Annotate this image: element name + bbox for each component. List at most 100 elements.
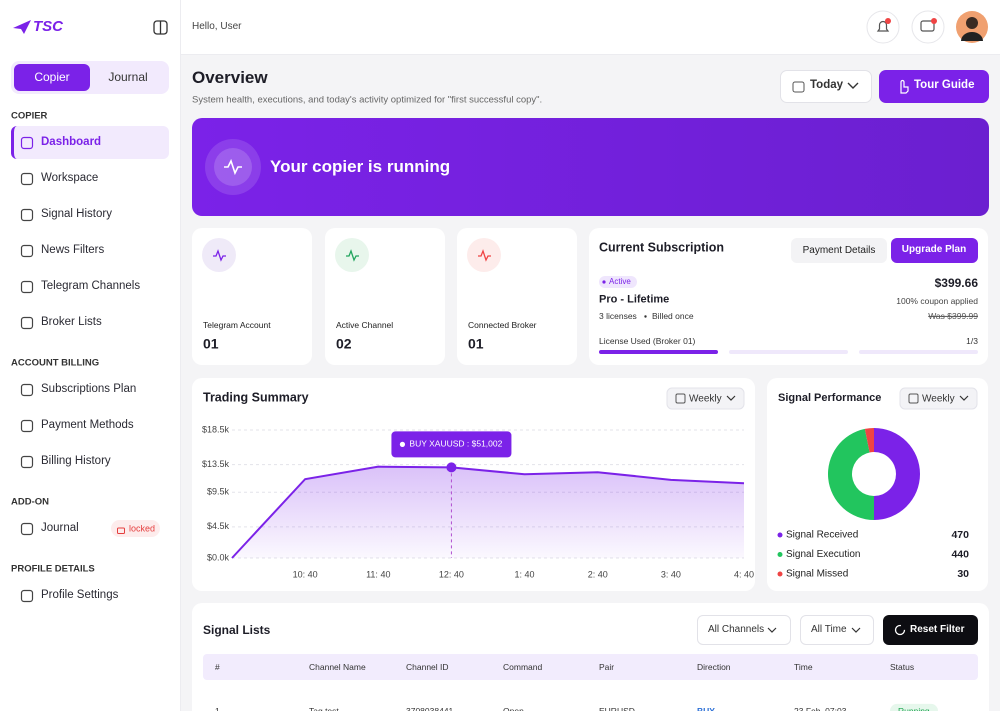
- status-text: Active: [609, 277, 631, 287]
- filter-text[interactable]: All Time: [811, 624, 847, 635]
- license-label: License Used (Broker 01): [599, 335, 696, 346]
- tab-active[interactable]: [14, 64, 90, 91]
- nav-icon-shape: [20, 419, 34, 433]
- nav-item[interactable]: Telegram Channels: [41, 280, 141, 293]
- line: [231, 465, 745, 559]
- tooltip-text: BUY XAUUSD : $51,002: [409, 439, 502, 449]
- y-tick-label: $13.5k: [202, 459, 230, 469]
- nav-icon: [20, 455, 34, 469]
- y-tick-label: $4.5k: [207, 521, 230, 531]
- legend-label: Signal Execution: [786, 549, 861, 560]
- license-bars: [599, 350, 978, 354]
- nav-icon-shape: [20, 172, 34, 186]
- hand-icon: [900, 79, 909, 94]
- channel-filter[interactable]: [697, 615, 791, 645]
- nav-item[interactable]: Subscriptions Plan: [41, 383, 137, 396]
- section-title: ADD-ON: [11, 496, 49, 508]
- refresh-shape: [894, 624, 906, 636]
- y-tick-label: $9.5k: [207, 487, 230, 497]
- tab[interactable]: Copier: [34, 69, 70, 84]
- filter-button[interactable]: [666, 387, 745, 410]
- table-cell: Open: [503, 705, 524, 711]
- stat-icon-glyph: [346, 249, 359, 262]
- logo-icon: [13, 20, 31, 34]
- nav-item[interactable]: Broker Lists: [41, 316, 102, 329]
- table-cell: EURUSD: [599, 705, 635, 711]
- date-filter-text[interactable]: Today: [810, 79, 844, 92]
- nav-item[interactable]: News Filters: [41, 244, 105, 257]
- filter-button[interactable]: [899, 387, 978, 410]
- billing: Billed once: [652, 310, 694, 321]
- legend-label: Signal Received: [786, 530, 858, 541]
- lock-body: [117, 527, 125, 534]
- button-text[interactable]: Upgrade Plan: [901, 244, 967, 255]
- date-filter[interactable]: [780, 70, 872, 103]
- column-header: Status: [890, 661, 915, 672]
- price: $399.66: [934, 275, 978, 290]
- nav-item[interactable]: Billing History: [41, 455, 111, 468]
- x-tick-label: 10: 40: [293, 569, 318, 579]
- calendar-shape: [792, 81, 805, 93]
- reset-text[interactable]: Reset Filter: [910, 624, 965, 635]
- pie-slice: [864, 428, 874, 453]
- area: [232, 466, 744, 558]
- tab[interactable]: Journal: [108, 69, 148, 84]
- nav-item[interactable]: Journal: [41, 522, 79, 535]
- column-header: Channel ID: [406, 661, 449, 672]
- nav-item[interactable]: Dashboard: [41, 136, 102, 149]
- stat-value: 02: [336, 335, 352, 352]
- stat-icon-glyph: [213, 249, 226, 262]
- subscription-title: Current Subscription: [599, 240, 725, 255]
- plan-name: Pro - Lifetime: [599, 293, 670, 306]
- hand-shape: [900, 79, 909, 94]
- trading-chart: Trading Summary Weekly $0.0k $4.5k $9.5k $13.…: [202, 387, 754, 579]
- chevron: [767, 627, 777, 633]
- column-header: Time: [794, 661, 813, 672]
- nav-item[interactable]: Profile Settings: [41, 589, 119, 602]
- time-filter[interactable]: [800, 615, 874, 645]
- lock-icon: [117, 527, 125, 534]
- chevron: [847, 82, 859, 89]
- upgrade-button[interactable]: [891, 238, 978, 263]
- nav-icon-shape: [20, 280, 34, 294]
- separator-dot: [644, 315, 647, 318]
- filter-text: Weekly: [922, 394, 955, 405]
- legend-dot: [777, 532, 783, 538]
- x-tick-label: 4: 40: [734, 569, 754, 579]
- payment-details-button[interactable]: [791, 238, 887, 263]
- nav-item[interactable]: Payment Methods: [41, 419, 134, 432]
- collapse-button[interactable]: [153, 20, 168, 35]
- nav-icon: [20, 136, 34, 150]
- page-subtitle: System health, executions, and today's a…: [192, 94, 543, 106]
- stat-label: Telegram Account: [203, 319, 271, 330]
- tour-text[interactable]: Tour Guide: [914, 79, 975, 92]
- tour-button[interactable]: [879, 70, 989, 103]
- legend-dot: [777, 552, 783, 557]
- status-pill: [599, 276, 637, 288]
- value-label: 440: [951, 548, 969, 560]
- section-title: ACCOUNT BILLING: [11, 357, 100, 369]
- filter-text[interactable]: All Channels: [708, 624, 765, 635]
- nav-item[interactable]: Signal History: [41, 208, 112, 221]
- legend-label: Signal Missed: [786, 569, 848, 580]
- nav-icon-shape: [20, 383, 34, 397]
- badge-text: locked: [129, 523, 156, 534]
- performance-chart: Signal Performance Weekly Signal Received 4…: [777, 387, 978, 580]
- table-cell: Running: [890, 703, 938, 711]
- stat-label: Active Channel: [336, 319, 394, 330]
- y-tick-label: $18.5k: [202, 424, 230, 434]
- nav-item[interactable]: Workspace: [41, 172, 99, 185]
- nav-icon-shape: [20, 208, 34, 222]
- reset-button[interactable]: [883, 615, 978, 645]
- nav-icon: [20, 589, 34, 603]
- button-text[interactable]: Payment Details: [802, 245, 876, 256]
- tooltip-dot: [399, 441, 406, 447]
- nav-icon: [20, 280, 34, 294]
- table-cell: 3708038441: [406, 705, 454, 711]
- banner-icon: [205, 139, 261, 195]
- x-tick-label: 11: 40: [366, 569, 390, 579]
- logo-text: TSC: [33, 18, 63, 35]
- stat-value: 01: [203, 335, 219, 352]
- nav-icon-shape: [20, 455, 34, 469]
